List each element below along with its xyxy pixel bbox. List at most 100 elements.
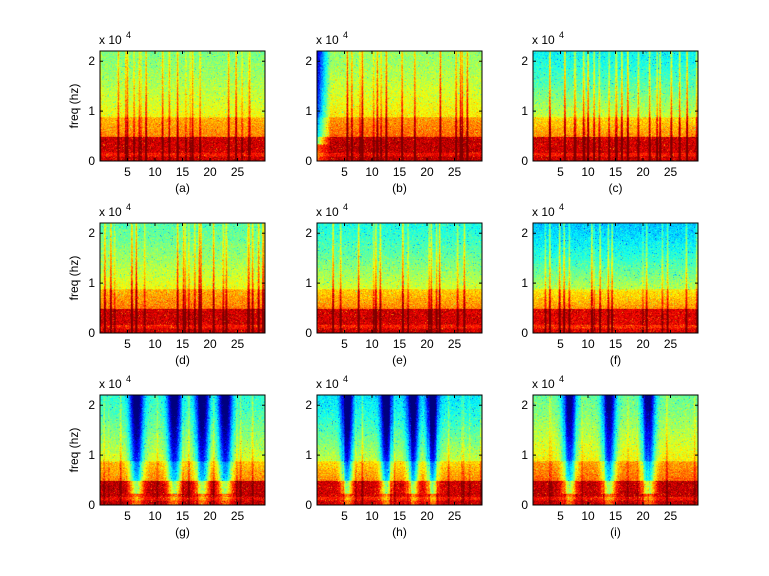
subplot-caption: (h) (392, 525, 407, 539)
x-tick-label: 10 (365, 165, 379, 179)
subplot-caption: (c) (609, 181, 623, 195)
x-tick-label: 5 (557, 165, 564, 179)
y-exponent-label: x 10 (532, 33, 555, 47)
subplot-h: 5 10 15 20 25 0 1 2 x 10 4 (h) (305, 374, 483, 539)
x-tick-label: 20 (636, 165, 650, 179)
y-tick-label: 0 (521, 326, 528, 340)
y-exponent-power: 4 (559, 374, 564, 384)
y-tick-label: 1 (521, 448, 528, 462)
y-tick-label: 0 (88, 326, 95, 340)
x-tick-label: 5 (124, 165, 131, 179)
x-tick-label: 5 (557, 509, 564, 523)
x-tick-label: 20 (420, 337, 434, 351)
y-tick-label: 0 (521, 154, 528, 168)
subplot-d: 5 10 15 20 25 0 1 2 x 10 4 (d) freq (hz) (67, 202, 266, 367)
y-axis-label: freq (hz) (67, 256, 81, 301)
y-exponent-power: 4 (343, 30, 348, 40)
y-tick-label: 2 (88, 398, 95, 412)
y-exponent-power: 4 (126, 374, 131, 384)
x-tick-label: 20 (203, 337, 217, 351)
spectrogram-heatmap (100, 395, 265, 505)
x-tick-label: 5 (557, 337, 564, 351)
x-tick-label: 20 (636, 337, 650, 351)
y-tick-label: 0 (305, 498, 312, 512)
y-tick-label: 0 (521, 498, 528, 512)
y-tick-label: 1 (521, 276, 528, 290)
spectrogram-heatmap (317, 223, 482, 333)
subplot-i: 5 10 15 20 25 0 1 2 x 10 4 (i) (521, 374, 699, 539)
x-tick-label: 25 (231, 337, 245, 351)
x-tick-label: 25 (448, 337, 462, 351)
y-tick-label: 1 (88, 276, 95, 290)
spectrogram-canvas (317, 395, 482, 505)
subplot-e: 5 10 15 20 25 0 1 2 x 10 4 (e) (305, 202, 483, 367)
y-tick-label: 0 (88, 498, 95, 512)
x-tick-label: 20 (420, 165, 434, 179)
spectrogram-heatmap (533, 395, 698, 505)
spectrogram-heatmap (533, 51, 698, 161)
x-tick-label: 5 (341, 337, 348, 351)
y-tick-label: 2 (305, 398, 312, 412)
x-tick-label: 15 (176, 509, 190, 523)
y-tick-label: 2 (305, 226, 312, 240)
y-exponent-label: x 10 (99, 33, 122, 47)
x-tick-label: 20 (636, 509, 650, 523)
y-tick-label: 1 (88, 448, 95, 462)
y-exponent-power: 4 (559, 30, 564, 40)
x-tick-label: 25 (448, 509, 462, 523)
y-tick-label: 0 (305, 326, 312, 340)
y-exponent-label: x 10 (99, 377, 122, 391)
y-tick-label: 2 (521, 226, 528, 240)
x-tick-label: 25 (664, 509, 678, 523)
x-tick-label: 10 (581, 165, 595, 179)
x-tick-label: 10 (148, 337, 162, 351)
y-tick-label: 0 (88, 154, 95, 168)
x-tick-label: 25 (664, 165, 678, 179)
x-tick-label: 10 (148, 165, 162, 179)
x-tick-label: 10 (148, 509, 162, 523)
x-tick-label: 10 (581, 509, 595, 523)
y-tick-label: 0 (305, 154, 312, 168)
spectrogram-canvas (317, 223, 482, 333)
x-tick-label: 25 (231, 509, 245, 523)
subplot-caption: (f) (610, 353, 621, 367)
y-exponent-label: x 10 (532, 377, 555, 391)
subplot-f: 5 10 15 20 25 0 1 2 x 10 4 (f) (521, 202, 699, 367)
spectrogram-heatmap (533, 223, 698, 333)
y-exponent-power: 4 (343, 202, 348, 212)
subplot-caption: (e) (392, 353, 407, 367)
spectrogram-heatmap (100, 223, 265, 333)
y-exponent-power: 4 (126, 202, 131, 212)
y-axis-label: freq (hz) (67, 84, 81, 129)
spectrogram-canvas (100, 223, 265, 333)
x-tick-label: 20 (420, 509, 434, 523)
spectrogram-canvas (533, 223, 698, 333)
y-tick-label: 1 (521, 104, 528, 118)
y-exponent-label: x 10 (532, 205, 555, 219)
x-tick-label: 5 (341, 165, 348, 179)
x-tick-label: 15 (609, 165, 623, 179)
y-tick-label: 2 (88, 226, 95, 240)
x-tick-label: 15 (393, 509, 407, 523)
spectrogram-heatmap (317, 51, 482, 161)
x-tick-label: 15 (609, 509, 623, 523)
y-tick-label: 2 (305, 54, 312, 68)
y-exponent-label: x 10 (316, 377, 339, 391)
x-tick-label: 5 (341, 509, 348, 523)
spectrogram-heatmap (100, 51, 265, 161)
y-exponent-label: x 10 (316, 205, 339, 219)
x-tick-label: 25 (664, 337, 678, 351)
x-tick-label: 5 (124, 337, 131, 351)
x-tick-label: 10 (365, 509, 379, 523)
y-tick-label: 2 (521, 398, 528, 412)
subplot-b: 5 10 15 20 25 0 1 2 x 10 4 (b) (305, 30, 483, 195)
subplot-caption: (b) (392, 181, 407, 195)
x-tick-label: 15 (609, 337, 623, 351)
x-tick-label: 20 (203, 509, 217, 523)
subplot-caption: (d) (175, 353, 190, 367)
y-tick-label: 1 (88, 104, 95, 118)
x-tick-label: 5 (124, 509, 131, 523)
subplot-a: 5 10 15 20 25 0 1 2 x 10 4 (a) freq (hz) (67, 30, 266, 195)
y-tick-label: 1 (305, 276, 312, 290)
